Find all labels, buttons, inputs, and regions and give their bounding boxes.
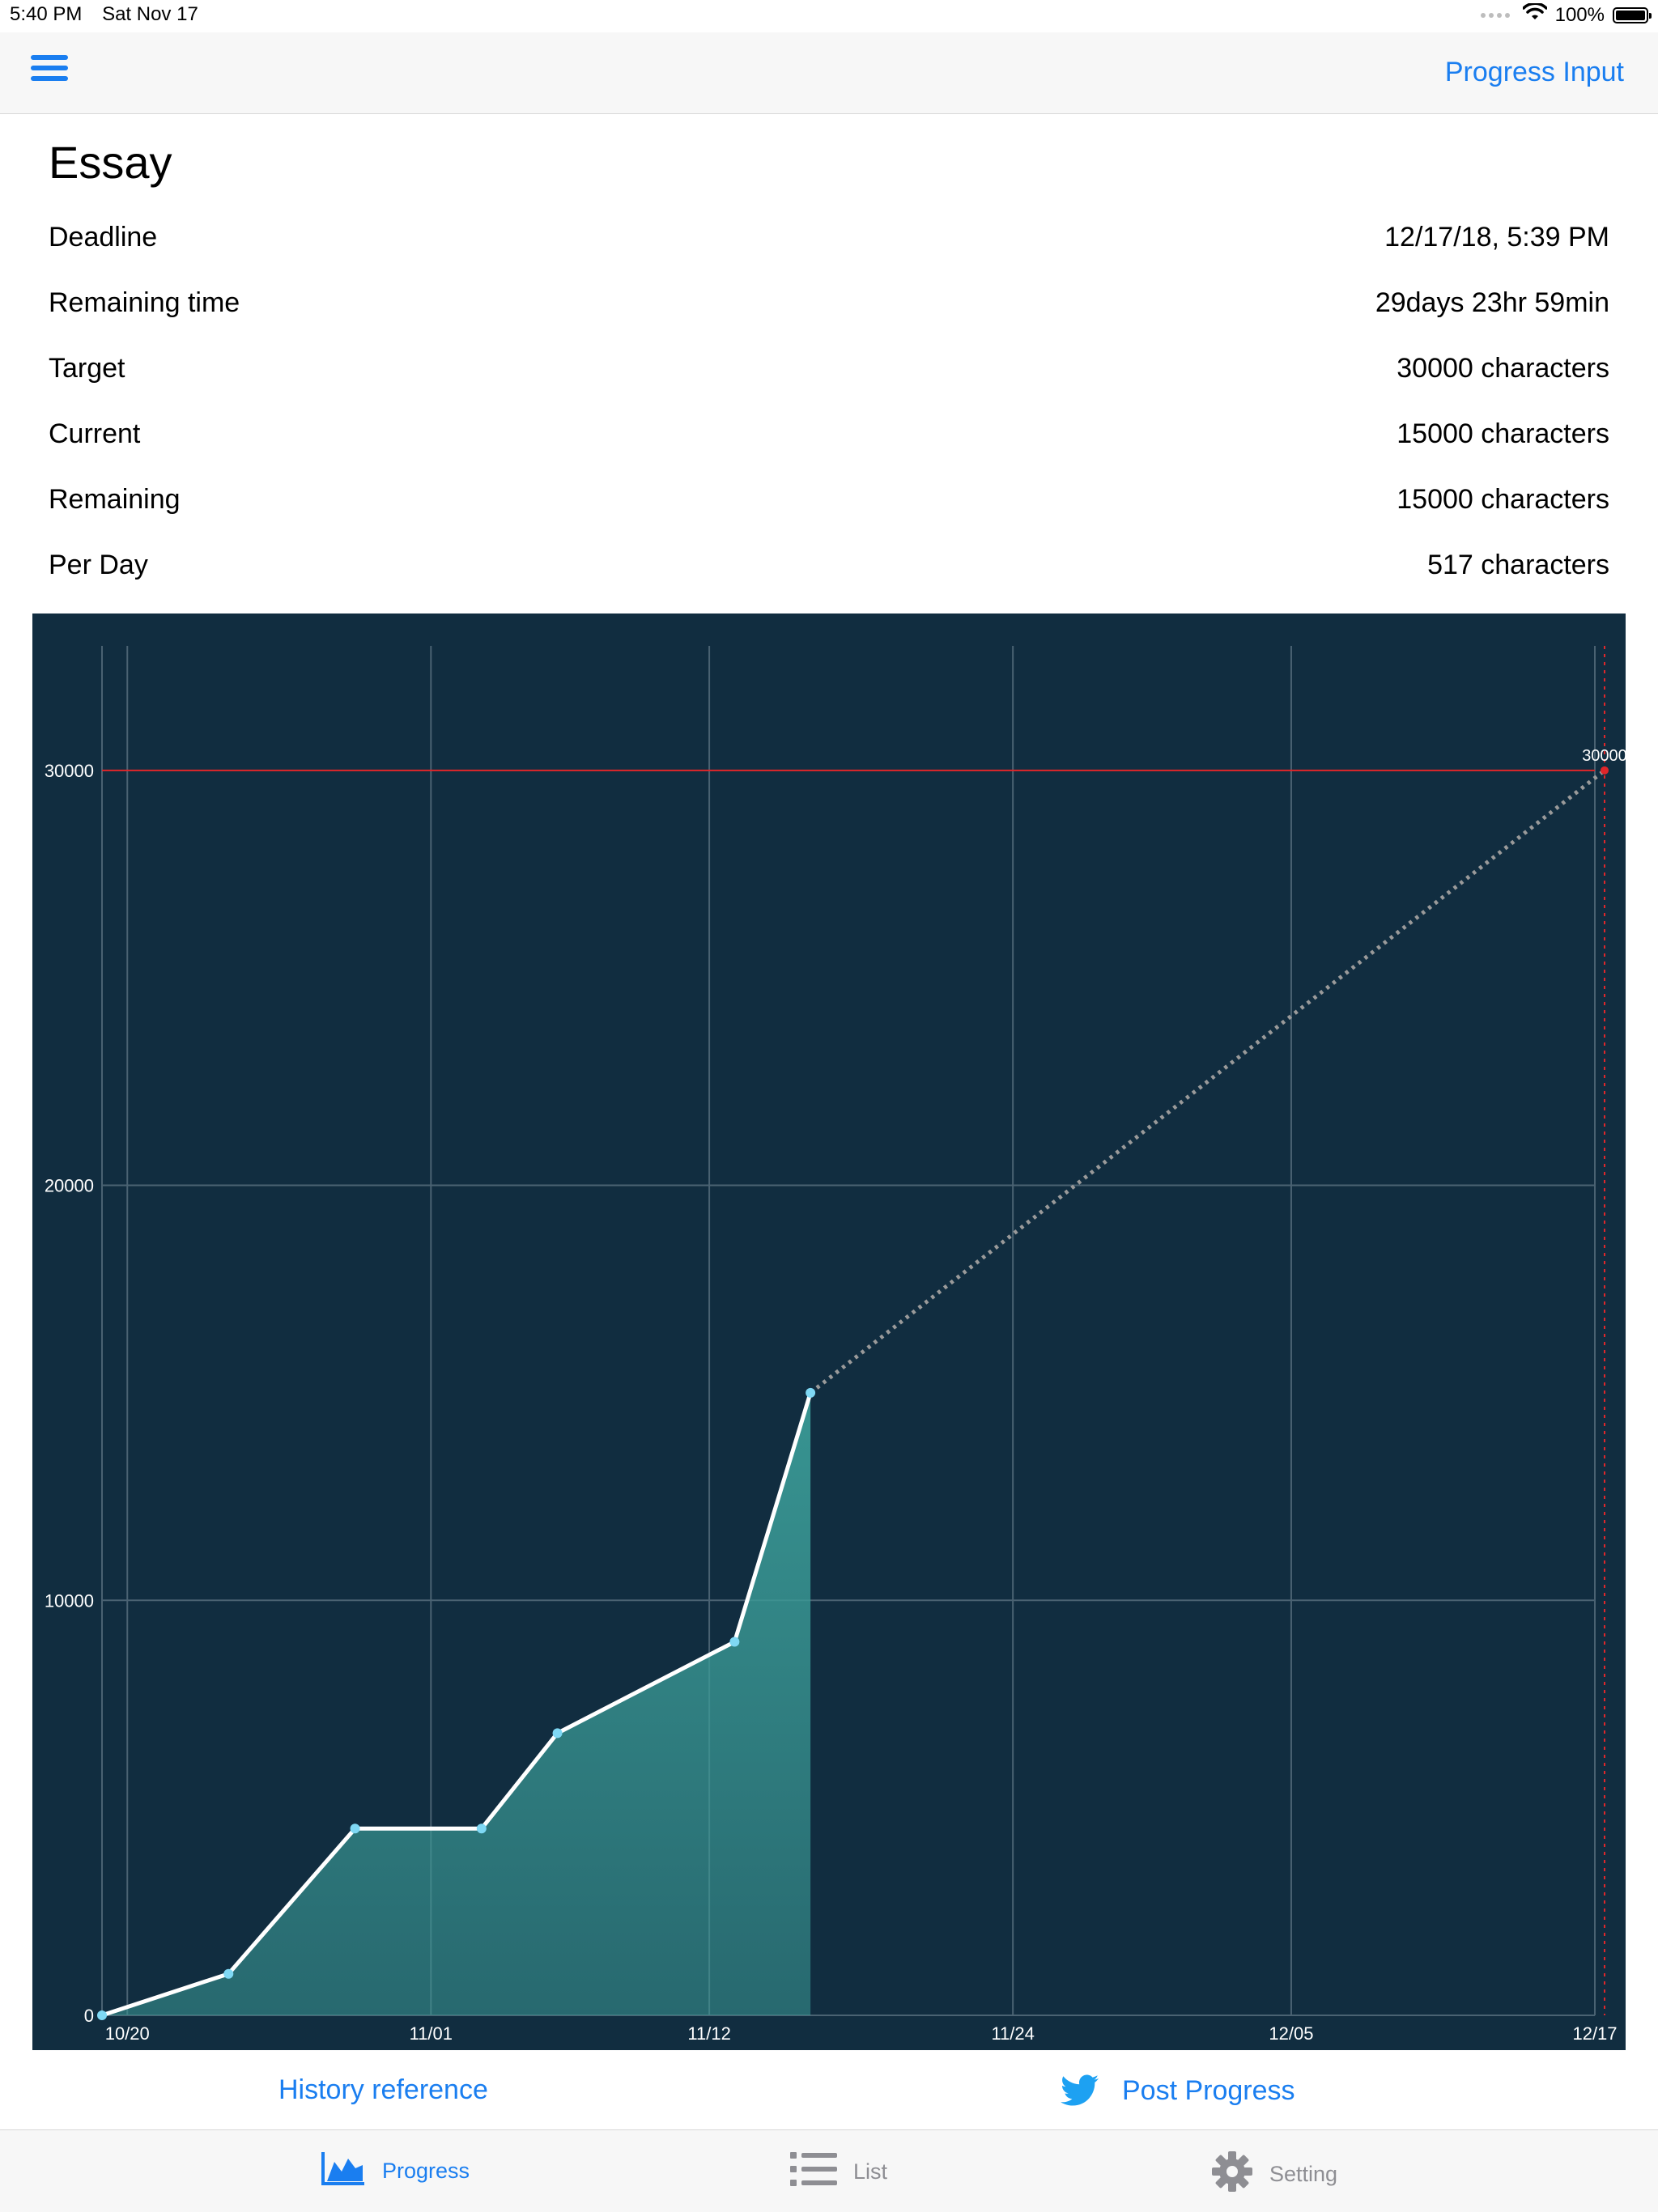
info-value: 15000 characters xyxy=(1397,418,1609,449)
info-label: Per Day xyxy=(49,550,148,580)
area-chart-icon xyxy=(321,2150,366,2192)
info-label: Remaining xyxy=(49,484,181,515)
info-row-current: Current 15000 characters xyxy=(49,401,1609,467)
y-tick-label: 30000 xyxy=(45,761,94,781)
gear-icon xyxy=(1211,2150,1253,2198)
x-tick-label: 11/01 xyxy=(410,2023,453,2044)
progress-input-button[interactable]: Progress Input xyxy=(1444,57,1624,87)
info-value: 30000 characters xyxy=(1397,353,1609,384)
x-tick-label: 12/05 xyxy=(1269,2023,1313,2044)
progress-point xyxy=(223,1968,234,1979)
info-value: 29days 23hr 59min xyxy=(1375,287,1609,318)
info-row-per-day: Per Day 517 characters xyxy=(49,533,1609,598)
progress-point xyxy=(97,2010,107,2020)
y-tick-label: 0 xyxy=(84,2006,94,2026)
progress-area xyxy=(102,1392,811,2015)
info-row-deadline: Deadline 12/17/18, 5:39 PM xyxy=(49,205,1609,270)
navigation-bar: Progress Input xyxy=(0,32,1658,114)
progress-point xyxy=(476,1824,487,1834)
info-label: Deadline xyxy=(49,222,158,253)
x-tick-label: 11/24 xyxy=(991,2023,1034,2044)
status-bar: 5:40 PM Sat Nov 17 100% xyxy=(0,0,1658,32)
progress-chart: 10/20 11/01 11/12 11/24 12/05 12/17 0 10000 2000… xyxy=(32,614,1626,2050)
progress-point xyxy=(552,1728,563,1739)
target-label: 30000 xyxy=(1582,747,1626,765)
tab-setting[interactable]: Setting xyxy=(1211,2150,1337,2198)
goal-info: Essay Deadline 12/17/18, 5:39 PM Remaini… xyxy=(49,121,1609,598)
wifi-icon xyxy=(1521,2,1548,27)
post-progress-button[interactable]: Post Progress xyxy=(1061,2074,1295,2107)
post-progress-label: Post Progress xyxy=(1122,2074,1295,2106)
info-value: 517 characters xyxy=(1427,550,1609,580)
tab-progress-label: Progress xyxy=(382,2159,470,2183)
tab-progress[interactable]: Progress xyxy=(321,2150,470,2192)
info-row-remaining-time: Remaining time 29days 23hr 59min xyxy=(49,270,1609,336)
tab-list[interactable]: List xyxy=(790,2150,887,2193)
info-label: Remaining time xyxy=(49,287,240,318)
menu-icon[interactable] xyxy=(31,52,68,84)
status-date: Sat Nov 17 xyxy=(102,3,198,25)
battery-percent: 100% xyxy=(1554,3,1605,26)
tab-list-label: List xyxy=(853,2159,888,2184)
y-tick-label: 20000 xyxy=(45,1176,94,1196)
signal-icon xyxy=(1480,12,1510,18)
info-row-target: Target 30000 characters xyxy=(49,336,1609,401)
info-label: Current xyxy=(49,418,141,449)
target-point xyxy=(1601,766,1609,775)
projection-line xyxy=(809,768,1606,1395)
goal-title: Essay xyxy=(49,137,172,188)
x-tick-label: 12/17 xyxy=(1572,2023,1617,2044)
history-reference-button[interactable]: History reference xyxy=(278,2074,488,2105)
info-value: 12/17/18, 5:39 PM xyxy=(1384,222,1609,253)
progress-point xyxy=(350,1824,360,1834)
status-time: 5:40 PM xyxy=(10,3,83,25)
progress-chart-svg: 10/20 11/01 11/12 11/24 12/05 12/17 0 10000 2000… xyxy=(45,646,1626,2044)
info-row-remaining: Remaining 15000 characters xyxy=(49,467,1609,533)
progress-point xyxy=(729,1637,740,1647)
tab-setting-label: Setting xyxy=(1269,2162,1338,2186)
progress-point xyxy=(806,1387,816,1398)
tab-bar: Progress List xyxy=(0,2129,1658,2212)
x-tick-label: 10/20 xyxy=(105,2023,150,2044)
chart-actions: History reference Post Progress xyxy=(0,2052,1658,2129)
battery-icon xyxy=(1613,6,1652,23)
info-label: Target xyxy=(49,353,125,384)
list-icon xyxy=(790,2150,837,2193)
y-tick-label: 10000 xyxy=(45,1590,94,1611)
info-value: 15000 characters xyxy=(1397,484,1609,515)
twitter-icon xyxy=(1061,2074,1099,2107)
x-tick-label: 11/12 xyxy=(687,2023,730,2044)
